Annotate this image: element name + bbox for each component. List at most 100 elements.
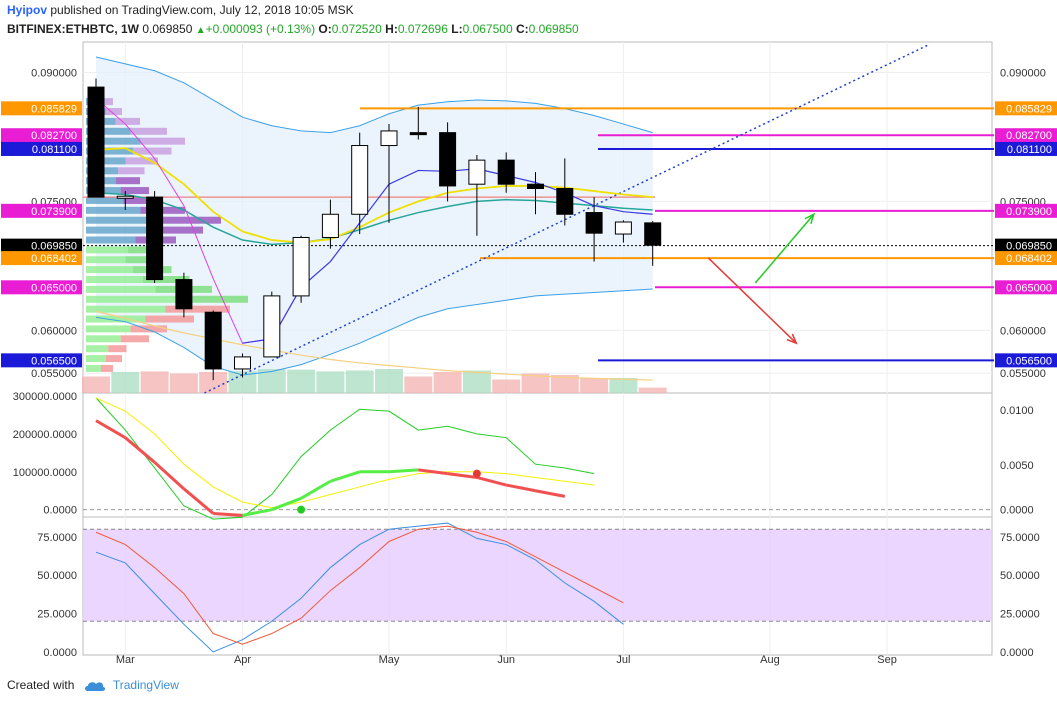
stoch-y-tick-left: 75.0000	[37, 532, 77, 544]
sma-yellow-line	[95, 147, 653, 244]
arrowhead	[804, 212, 816, 225]
candle-body	[146, 196, 164, 281]
candle-body	[439, 132, 457, 187]
volume-profile-bar	[100, 98, 113, 106]
candle-body	[556, 187, 574, 215]
low-label: L:	[451, 22, 463, 36]
volume-profile-bar	[86, 276, 143, 284]
stoch-y-tick-left: 25.0000	[37, 609, 77, 621]
volume-bar	[287, 369, 316, 393]
volume-profile-bar	[86, 206, 141, 214]
open-label: O:	[318, 22, 332, 36]
level-label-left: 0.073900	[31, 206, 77, 218]
volume-bar	[345, 370, 374, 393]
level-badge-right	[995, 101, 1057, 116]
volume-bar	[638, 387, 667, 393]
volume-profile-bar	[108, 345, 127, 353]
stoch-d-line	[95, 525, 624, 645]
published-text: published on TradingView.com, July 12, 2…	[50, 3, 354, 17]
level-badge-left	[1, 141, 82, 156]
volume-profile-bar	[100, 364, 113, 372]
sma-long-line	[95, 310, 653, 381]
level-label-right: 0.082700	[1006, 130, 1052, 142]
osc-histogram-line-segment	[153, 461, 185, 490]
osc-histogram-line-segment	[124, 436, 156, 464]
stoch-y-tick-right: 50.0000	[1000, 570, 1040, 582]
volume-bar	[404, 376, 433, 393]
volume-profile-bar	[125, 157, 158, 165]
osc-histogram-line-segment	[300, 479, 332, 500]
volume-profile-bar	[86, 236, 136, 244]
volume-profile-bar	[125, 256, 158, 264]
author-link[interactable]: Hyipov	[7, 3, 48, 17]
volume-bar	[375, 369, 403, 393]
volume-profile-bar	[86, 355, 106, 363]
volume-bar	[492, 379, 521, 393]
x-tick-label-jun: Jun	[497, 654, 515, 666]
x-tick-label-may: May	[379, 654, 400, 666]
osc-histogram-line-segment	[535, 489, 566, 498]
level-badge-right	[995, 203, 1057, 218]
volume-bar	[316, 371, 345, 393]
volume-profile-bar	[165, 305, 230, 313]
candle-body	[204, 311, 222, 370]
y-tick-label-right: 0.060000	[1000, 325, 1046, 337]
volume-profile-bar	[86, 335, 121, 343]
level-label-right: 0.073900	[1006, 206, 1052, 218]
level-label-right: 0.068402	[1006, 253, 1052, 265]
x-tick-label-jul: Jul	[616, 654, 630, 666]
volume-profile-bar	[105, 355, 122, 363]
trendline	[204, 44, 929, 394]
volume-profile-bar	[86, 315, 146, 323]
volume-profile-bar	[105, 108, 122, 116]
candle-body	[614, 221, 632, 235]
volume-profile-bar	[120, 187, 149, 195]
volume-bar	[169, 373, 198, 393]
osc-histogram-line-segment	[95, 419, 127, 439]
tradingview-cloud-icon	[84, 682, 105, 691]
osc-histogram-line-segment	[418, 468, 448, 476]
osc-y-tick-left: 0.0000	[43, 505, 77, 517]
high-label: H:	[385, 22, 398, 36]
bearish-projection-arrow	[707, 257, 797, 344]
level-label-left: 0.065000	[31, 282, 77, 294]
last-price: 0.069850	[142, 22, 193, 36]
volume-profile-bar	[115, 117, 140, 125]
level-badge-left	[1, 238, 82, 253]
volume-bar	[111, 372, 140, 393]
volume-profile-bar	[86, 216, 161, 224]
volume-profile-bar	[86, 226, 151, 234]
volume-profile-bar	[86, 246, 129, 254]
volume-profile-bar	[128, 246, 163, 254]
change-value: +0.000093 (+0.13%)	[205, 22, 316, 36]
level-badge-right	[995, 251, 1057, 266]
symbol-label: BITFINEX:ETHBTC, 1W	[7, 22, 139, 36]
osc-y-tick-right: 0.0100	[1000, 405, 1034, 417]
candle-body	[380, 130, 398, 147]
candle-body	[87, 86, 105, 198]
x-tick-label-sep: Sep	[877, 654, 897, 666]
volume-profile-bar	[115, 177, 140, 185]
level-label-left: 0.082700	[31, 130, 77, 142]
osc-histogram-line-segment	[388, 468, 419, 474]
level-badge-left	[1, 203, 82, 218]
x-tick-label-apr: Apr	[234, 654, 251, 666]
volume-profile-bar	[86, 305, 166, 313]
x-tick-label-mar: Mar	[116, 654, 135, 666]
level-label-right: 0.065000	[1006, 282, 1052, 294]
volume-profile-bar	[86, 325, 131, 333]
volume-bar	[228, 371, 257, 393]
tradingview-brand[interactable]: TradingView	[112, 678, 179, 692]
level-badge-right	[995, 238, 1057, 253]
volume-bar	[82, 376, 110, 393]
level-badge-left	[1, 353, 82, 368]
close-label: C:	[515, 22, 529, 36]
footer: Created with TradingView	[7, 678, 179, 692]
level-label-left: 0.081100	[32, 144, 77, 156]
volume-profile-bar	[133, 147, 172, 155]
volume-profile-bar	[86, 157, 126, 165]
level-label-left: 0.056500	[31, 355, 77, 367]
y-tick-label-right: 0.090000	[1000, 67, 1046, 79]
volume-profile-bar	[86, 364, 101, 372]
